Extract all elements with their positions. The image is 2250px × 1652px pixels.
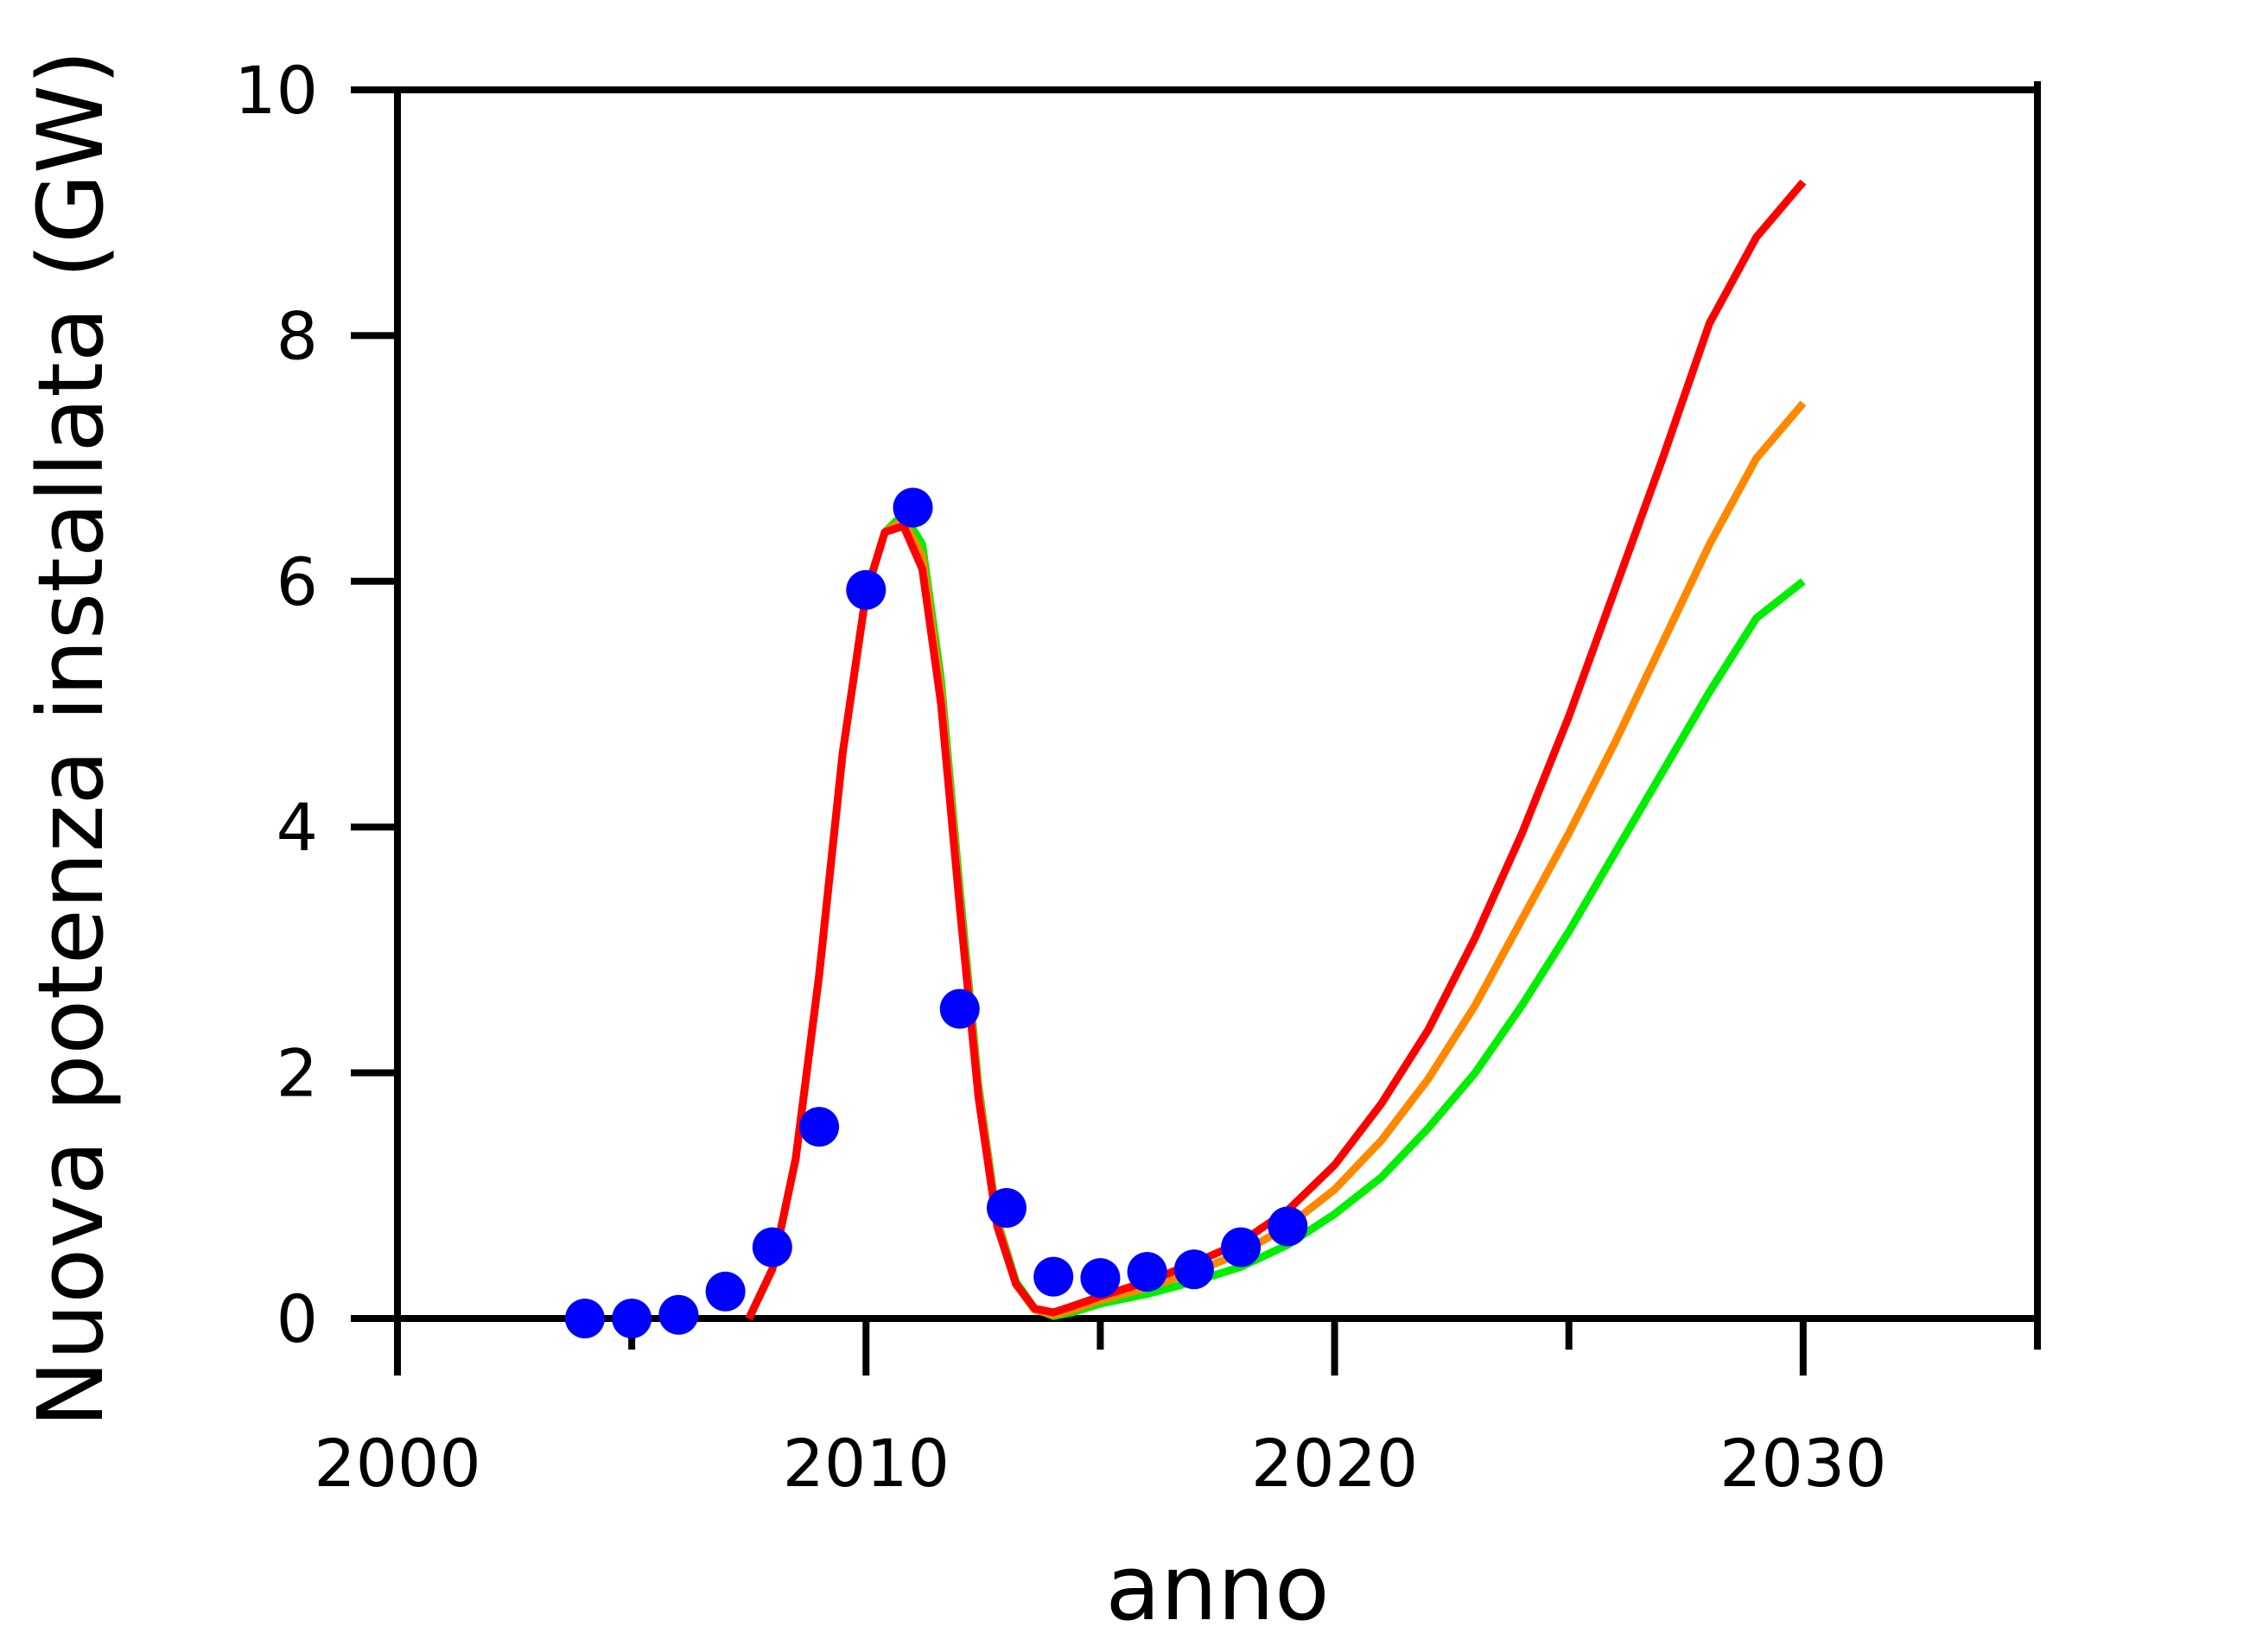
y-tick-label: 6: [276, 543, 318, 620]
data-point: [1268, 1206, 1308, 1247]
data-point: [939, 988, 980, 1029]
tick-labels: 0 2 4 6 8 10 2000 2010 2020 2030: [234, 52, 1886, 1502]
data-point: [1033, 1256, 1074, 1297]
data-point: [1127, 1251, 1167, 1292]
y-tick-label: 8: [276, 297, 318, 374]
plot-frame: [351, 81, 2041, 1350]
data-point: [612, 1299, 652, 1338]
y-tick-label: 10: [234, 52, 318, 129]
x-tick-label: 2000: [314, 1425, 480, 1502]
series-line-2: [745, 179, 1807, 1320]
axis-ticks: [351, 86, 2041, 1376]
x-tick-label: 2010: [783, 1425, 950, 1502]
data-point: [1221, 1227, 1262, 1268]
data-point: [658, 1294, 699, 1335]
data-point: [752, 1227, 792, 1268]
x-tick-label: 2020: [1251, 1425, 1418, 1502]
y-tick-label: 0: [276, 1280, 318, 1357]
data-point: [986, 1188, 1026, 1229]
y-tick-label: 4: [276, 789, 318, 866]
data-point: [893, 487, 933, 528]
y-tick-label: 2: [276, 1035, 318, 1112]
data-point: [799, 1107, 840, 1147]
series-line-0: [745, 510, 1806, 1320]
data-point: [1080, 1258, 1121, 1299]
y-axis-title: Nuova potenza installata (GW): [18, 50, 124, 1428]
x-tick-label: 2030: [1719, 1425, 1886, 1502]
data-point: [564, 1299, 605, 1338]
data-point: [846, 569, 887, 610]
data-point: [1173, 1249, 1214, 1290]
x-axis-title: anno: [1105, 1535, 1329, 1641]
data-point: [705, 1271, 746, 1312]
series-layer: [564, 179, 1807, 1338]
